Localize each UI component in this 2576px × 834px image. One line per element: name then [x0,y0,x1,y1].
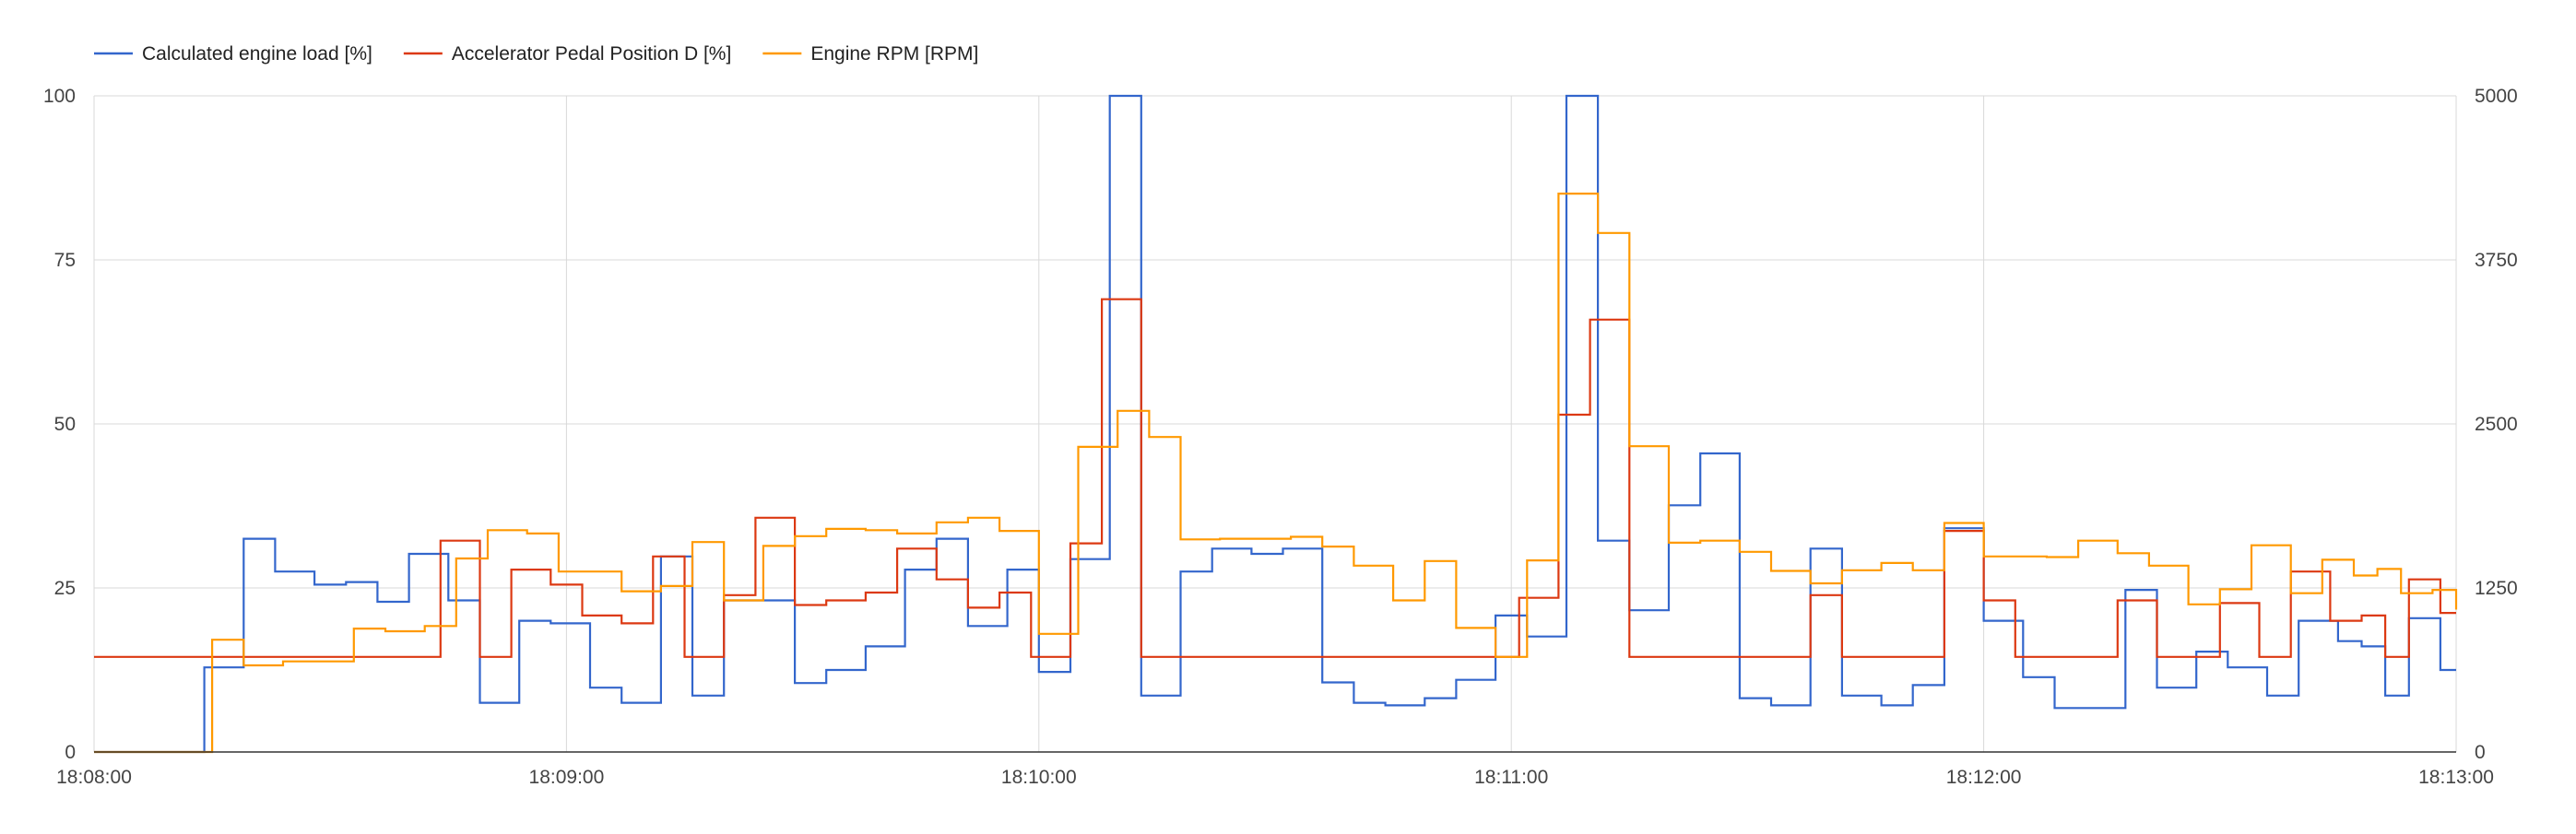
y-tick-label-left: 75 [54,250,76,271]
x-tick-label: 18:11:00 [1474,767,1548,788]
y-tick-label-left: 50 [54,414,76,435]
legend-item-2[interactable]: Accelerator Pedal Position D [%] [403,43,731,65]
legend-item-1[interactable]: Calculated engine load [%] [94,43,372,65]
x-tick-label: 18:13:00 [2418,767,2494,788]
y-tick-label-right: 5000 [2475,86,2518,107]
y-tick-label-left: 0 [65,742,76,763]
grid-layer [93,95,2457,752]
axis-layer: 0 0 25 1250 50 2500 75 3750 100 5000 18:08:00 18:09… [43,86,2518,788]
legend[interactable]: Calculated engine load [%] Accelerator Pe… [94,43,978,65]
x-tick-label: 18:10:00 [1001,767,1077,788]
y-tick-label-left: 25 [54,578,76,599]
legend-label: Calculated engine load [%] [142,43,372,65]
x-tick-label: 18:08:00 [56,767,132,788]
y-tick-label-right: 2500 [2475,414,2518,435]
series-line-1[interactable] [94,94,2456,754]
y-tick-label-right: 3750 [2475,250,2518,271]
y-tick-label-right: 0 [2475,742,2486,763]
x-tick-label: 18:09:00 [529,767,605,788]
legend-item-3[interactable]: Engine RPM [RPM] [762,43,978,65]
legend-label: Accelerator Pedal Position D [%] [452,43,731,65]
legend-label: Engine RPM [RPM] [810,43,978,65]
y-tick-label-left: 100 [43,86,76,107]
x-tick-label: 18:12:00 [1946,767,2022,788]
y-tick-label-right: 1250 [2475,578,2518,599]
series-line-2[interactable] [94,298,2456,658]
series-line-3[interactable] [94,193,2458,754]
series-layer [94,94,2458,754]
